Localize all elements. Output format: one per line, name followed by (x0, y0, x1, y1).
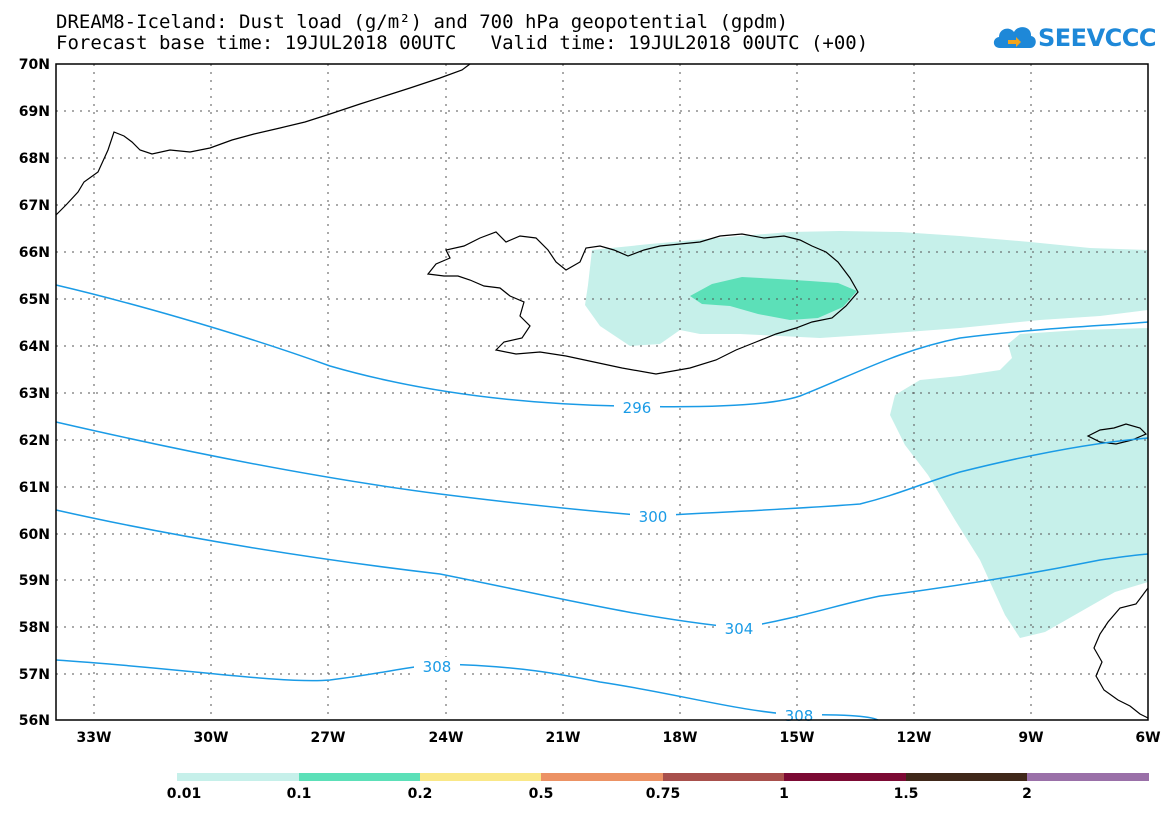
coastlines (55, 63, 1149, 719)
lat-label: 60N (19, 527, 50, 543)
lat-label: 61N (19, 480, 50, 496)
lat-label: 66N (19, 245, 50, 261)
lon-label: 21W (546, 730, 581, 746)
contour-label-300: 300 (639, 508, 668, 526)
lon-label: 27W (311, 730, 346, 746)
lat-label: 64N (19, 339, 50, 355)
contour-label-296: 296 (623, 399, 652, 417)
seevccc-logo: SEEVCCC (990, 18, 1157, 58)
colorbar-label: 1.5 (893, 786, 919, 802)
dust-area-low (585, 231, 1148, 638)
colorbar-swatch (663, 773, 784, 781)
lon-label: 12W (897, 730, 932, 746)
colorbar-swatch (906, 773, 1027, 781)
colorbar-label: 2 (1022, 786, 1032, 802)
lat-label: 70N (19, 57, 50, 73)
lat-label: 59N (19, 573, 50, 589)
map-subtitle: Forecast base time: 19JUL2018 00UTC Vali… (56, 32, 869, 54)
contour-label-304: 304 (725, 620, 754, 638)
contour-296 (55, 284, 1149, 408)
lon-label: 15W (780, 730, 815, 746)
latitude-labels: 70N 69N 68N 67N 66N 65N 64N 63N 62N 61N … (19, 57, 50, 729)
colorbar-swatch (420, 773, 541, 781)
colorbar-swatch (299, 773, 420, 781)
lat-label: 56N (19, 713, 50, 729)
logo-text: SEEVCCC (1038, 24, 1157, 52)
lon-label: 24W (429, 730, 464, 746)
greenland-coast (55, 63, 471, 216)
cloud-arrow-icon (993, 27, 1036, 48)
iceland-coast (426, 231, 859, 375)
lat-label: 58N (19, 620, 50, 636)
dust-area-mid (690, 277, 857, 320)
colorbar-label: 0.01 (166, 786, 202, 802)
colorbar-swatch (1027, 773, 1149, 781)
lon-label: 9W (1018, 730, 1043, 746)
lat-label: 63N (19, 386, 50, 402)
contour-labels: 296 300 304 308 308 (414, 398, 822, 725)
lon-label: 30W (194, 730, 229, 746)
colorbar-label: 1 (779, 786, 789, 802)
lat-label: 67N (19, 198, 50, 214)
graticule (56, 64, 1148, 720)
contour-label-308-a: 308 (423, 658, 452, 676)
contour-300 (55, 421, 1149, 517)
map-frame (55, 63, 1149, 721)
lon-label: 6W (1135, 730, 1160, 746)
colorbar-swatch (541, 773, 663, 781)
lat-label: 57N (19, 667, 50, 683)
colorbar-swatch (177, 773, 299, 781)
colorbar-label: 0.5 (528, 786, 554, 802)
lat-label: 69N (19, 104, 50, 120)
map-title: DREAM8-Iceland: Dust load (g/m²) and 700… (56, 11, 789, 33)
colorbar-label: 0.2 (407, 786, 433, 802)
colorbar-swatch (784, 773, 906, 781)
longitude-labels: 33W 30W 27W 24W 21W 18W 15W 12W 9W 6W (77, 730, 1161, 746)
colorbar (177, 773, 1149, 781)
colorbar-label: 0.75 (645, 786, 681, 802)
lat-label: 68N (19, 151, 50, 167)
lat-label: 62N (19, 433, 50, 449)
lon-label: 18W (663, 730, 698, 746)
lat-label: 65N (19, 292, 50, 308)
colorbar-label: 0.1 (286, 786, 312, 802)
dust-shading (585, 231, 1148, 638)
lon-label: 33W (77, 730, 112, 746)
scotland-coast (1093, 587, 1149, 719)
contour-308-a (55, 659, 879, 721)
contour-label-308-b: 308 (785, 707, 814, 725)
